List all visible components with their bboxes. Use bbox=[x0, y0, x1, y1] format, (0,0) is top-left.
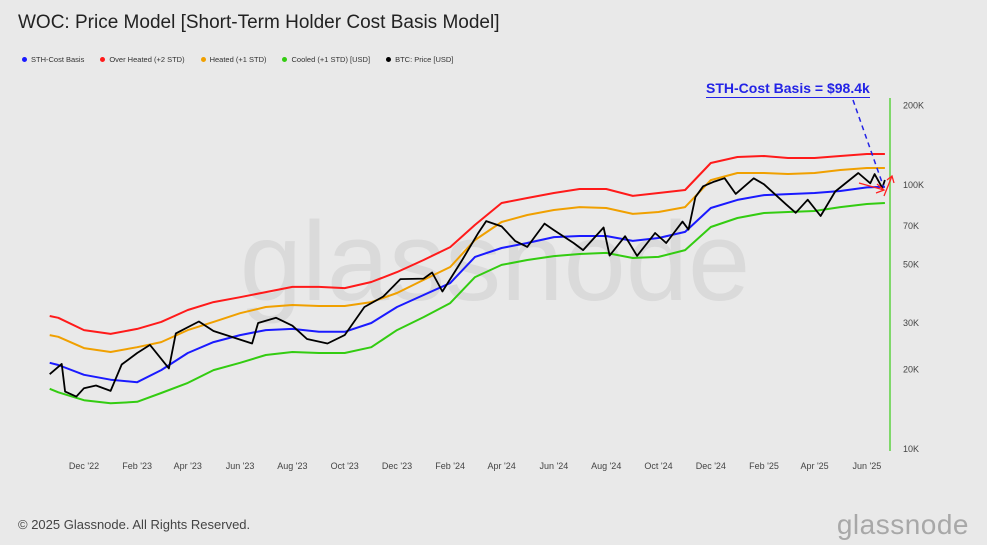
x-tick-label: Feb '24 bbox=[435, 461, 465, 471]
legend-dot-icon bbox=[386, 57, 392, 62]
x-tick-label: Apr '25 bbox=[800, 461, 828, 471]
x-tick-label: Apr '23 bbox=[174, 461, 202, 471]
chart-title: WOC: Price Model [Short-Term Holder Cost… bbox=[18, 12, 500, 33]
x-tick-label: Jun '25 bbox=[853, 461, 882, 471]
series-line-btc-price bbox=[49, 172, 886, 398]
y-tick-label: 100K bbox=[903, 180, 924, 190]
x-axis-ticks: Dec '22 Feb '23 Apr '23 Jun '23 Aug '23 Oct '… bbox=[69, 461, 881, 471]
x-tick-label: Feb '25 bbox=[749, 461, 779, 471]
legend-label: BTC: Price [USD] bbox=[395, 55, 454, 64]
y-tick-label: 30K bbox=[903, 318, 919, 328]
series-line-sth-cost-basis bbox=[49, 185, 885, 384]
x-tick-label: Dec '24 bbox=[696, 461, 726, 471]
watermark: glassnode bbox=[240, 199, 751, 324]
legend-dot-icon bbox=[200, 57, 206, 62]
legend-item-over-heated[interactable]: Over Heated (+2 STD) bbox=[100, 55, 185, 64]
y-tick-label: 200K bbox=[903, 101, 924, 111]
y-tick-label: 50K bbox=[903, 259, 919, 269]
x-tick-label: Dec '23 bbox=[382, 461, 412, 471]
x-tick-label: Jun '24 bbox=[540, 461, 569, 471]
legend-label: Cooled (+1 STD) [USD] bbox=[291, 55, 371, 64]
legend-label: Over Heated (+2 STD) bbox=[109, 55, 185, 64]
price-line-group bbox=[49, 172, 886, 398]
copyright-footer: © 2025 Glassnode. All Rights Reserved. bbox=[18, 517, 251, 532]
sth-cost-basis-annotation: STH-Cost Basis = $98.4k bbox=[706, 80, 870, 98]
legend: STH-Cost Basis Over Heated (+2 STD) Heat… bbox=[22, 55, 453, 64]
series-line-cooled-1-std-usd bbox=[49, 202, 885, 405]
x-tick-label: Feb '23 bbox=[122, 461, 152, 471]
legend-item-cooled[interactable]: Cooled (+1 STD) [USD] bbox=[282, 55, 370, 64]
legend-dot-icon bbox=[100, 57, 106, 62]
x-tick-label: Apr '24 bbox=[487, 461, 515, 471]
annotation-dashed-pointer bbox=[852, 99, 885, 189]
x-tick-label: Oct '23 bbox=[331, 461, 359, 471]
y-tick-label: 70K bbox=[903, 221, 919, 231]
legend-item-btc-price[interactable]: BTC: Price [USD] bbox=[386, 55, 453, 64]
legend-dot-icon bbox=[22, 57, 27, 62]
legend-item-sth-cost-basis[interactable]: STH-Cost Basis bbox=[22, 55, 84, 64]
y-axis-ticks: 10K 20K 30K 50K 70K 100K 200K bbox=[903, 101, 924, 454]
x-tick-label: Jun '23 bbox=[226, 461, 255, 471]
legend-item-heated[interactable]: Heated (+1 STD) bbox=[200, 55, 267, 64]
annotation-arrow-icon bbox=[858, 174, 895, 197]
y-tick-label: 20K bbox=[903, 365, 919, 375]
x-tick-label: Aug '23 bbox=[277, 461, 307, 471]
x-tick-label: Dec '22 bbox=[69, 461, 99, 471]
legend-label: Heated (+1 STD) bbox=[209, 55, 267, 64]
x-tick-label: Aug '24 bbox=[591, 461, 621, 471]
y-tick-label: 10K bbox=[903, 444, 919, 454]
legend-label: STH-Cost Basis bbox=[31, 55, 85, 64]
glassnode-logo: glassnode bbox=[836, 509, 969, 540]
legend-dot-icon bbox=[282, 57, 288, 62]
series-line-over-heated-2-std bbox=[49, 153, 885, 335]
x-tick-label: Oct '24 bbox=[644, 461, 672, 471]
